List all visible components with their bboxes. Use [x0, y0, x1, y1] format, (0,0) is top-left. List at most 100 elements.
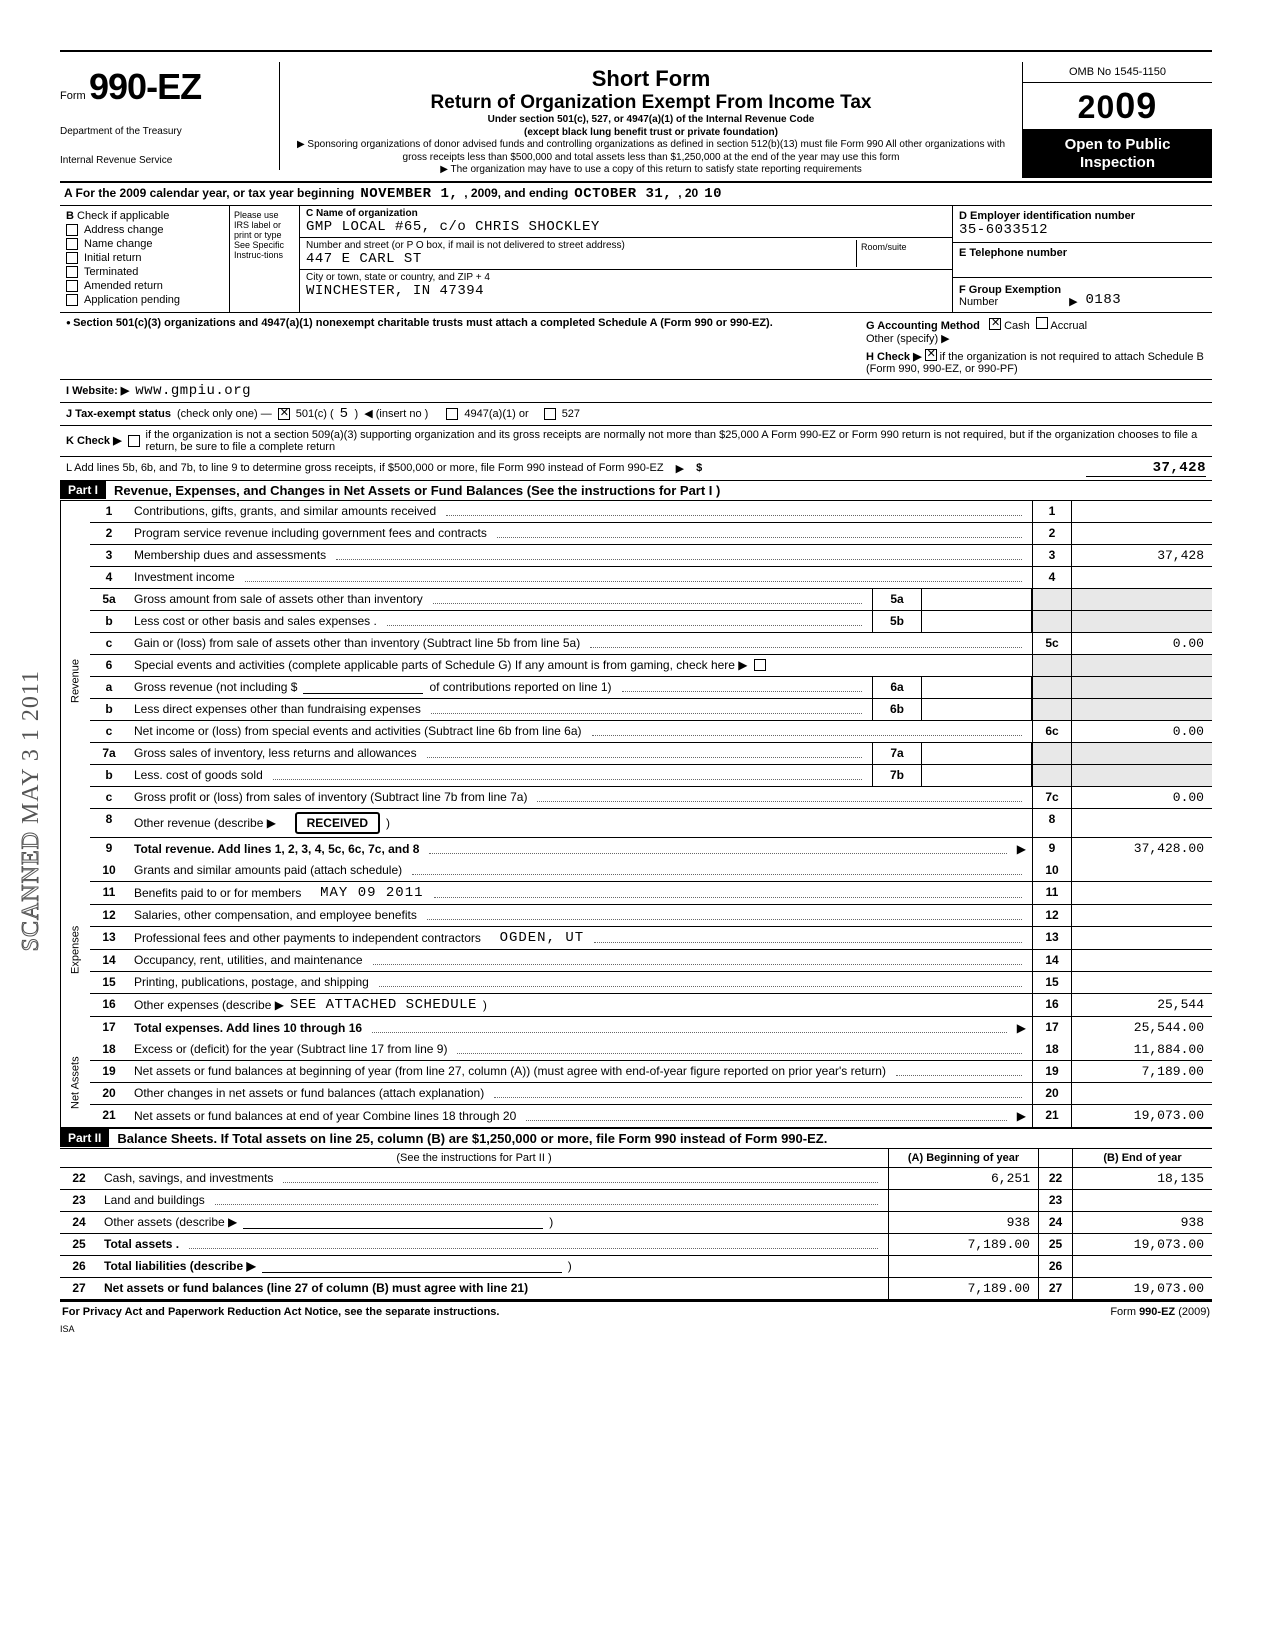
line1-amt	[1072, 501, 1212, 522]
row-i-website: I Website: ▶ www.gmpiu.org	[60, 380, 1212, 403]
open-to-public: Open to PublicInspection	[1023, 130, 1212, 178]
side-netassets: Net Assets	[60, 1039, 90, 1127]
h-label: H Check ▶	[866, 351, 922, 363]
line5c-amt: 0.00	[1072, 633, 1212, 654]
line2-amt	[1072, 523, 1212, 544]
chk-terminated[interactable]: Terminated	[66, 266, 223, 278]
subtitle-4: ▶ The organization may have to use a cop…	[288, 164, 1014, 177]
dept-treasury: Department of the Treasury	[60, 126, 273, 137]
ein: 35-6033512	[959, 222, 1206, 238]
section-bcdef: B Check if applicable Address change Nam…	[60, 206, 1212, 313]
row-l: L Add lines 5b, 6b, and 7b, to line 9 to…	[60, 457, 1212, 481]
addr-label: Number and street (or P O box, if mail i…	[306, 240, 856, 251]
subtitle-3: ▶ Sponsoring organizations of donor advi…	[288, 139, 1014, 164]
subtitle-2: (except black lung benefit trust or priv…	[288, 127, 1014, 140]
city-label: City or town, state or country, and ZIP …	[306, 272, 946, 283]
side-expenses: Expenses	[60, 860, 90, 1039]
row-k: K Check ▶ if the organization is not a s…	[60, 426, 1212, 457]
footer-isa: ISA	[60, 1324, 1212, 1334]
f-label: F Group Exemption	[959, 284, 1061, 296]
form-number: 990-EZ	[89, 66, 201, 107]
line3-amt: 37,428	[1072, 545, 1212, 566]
row-j-tax-exempt: J Tax-exempt status (check only one) — 5…	[60, 403, 1212, 426]
bs26-a	[888, 1256, 1038, 1277]
section-501c3-note: Section 501(c)(3) organizations and 4947…	[66, 317, 773, 329]
group-exemption: 0183	[1086, 292, 1122, 308]
bs-instr: (See the instructions for Part II )	[60, 1149, 888, 1167]
col-instructions: Please use IRS label or print or type Se…	[230, 206, 300, 312]
check-if-applicable: Check if applicable	[77, 210, 169, 222]
col-b-label: B	[66, 210, 74, 222]
501c-number: 5	[340, 406, 349, 422]
chk-4947[interactable]	[446, 408, 458, 420]
title-short-form: Short Form	[288, 66, 1014, 92]
l-amount: 37,428	[1086, 460, 1206, 477]
chk-address-change[interactable]: Address change	[66, 224, 223, 236]
line15-amt	[1072, 972, 1212, 993]
part1-table: Revenue 1Contributions, gifts, grants, a…	[60, 501, 1212, 1129]
ogden-stamp: OGDEN, UT	[500, 930, 585, 946]
form-prefix: Form	[60, 90, 86, 102]
chk-501c[interactable]	[278, 408, 290, 420]
line10-amt	[1072, 860, 1212, 881]
footer-left: For Privacy Act and Paperwork Reduction …	[62, 1306, 1110, 1318]
chk-application-pending[interactable]: Application pending	[66, 294, 223, 306]
d-label: D Employer identification number	[959, 210, 1206, 222]
begin-date: NOVEMBER 1,	[360, 186, 458, 202]
omb-number: OMB No 1545-1150	[1023, 62, 1212, 83]
line4-amt	[1072, 567, 1212, 588]
g-other: Other (specify) ▶	[866, 332, 1206, 345]
line13-amt	[1072, 927, 1212, 949]
bs25-b: 19,073.00	[1072, 1234, 1212, 1255]
tax-year: 2009	[1023, 83, 1212, 130]
org-name: GMP LOCAL #65, c/o CHRIS SHOCKLEY	[306, 219, 946, 235]
chk-amended[interactable]: Amended return	[66, 280, 223, 292]
line18-amt: 11,884.00	[1072, 1039, 1212, 1060]
part1-header: Part I Revenue, Expenses, and Changes in…	[60, 481, 1212, 501]
line6c-amt: 0.00	[1072, 721, 1212, 742]
c-label: C Name of organization	[306, 208, 946, 219]
chk-527[interactable]	[544, 408, 556, 420]
line7c-amt: 0.00	[1072, 787, 1212, 808]
chk-h[interactable]	[925, 349, 937, 361]
line9-amt: 37,428.00	[1072, 838, 1212, 860]
chk-name-change[interactable]: Name change	[66, 238, 223, 250]
bs24-b: 938	[1072, 1212, 1212, 1233]
line14-amt	[1072, 950, 1212, 971]
chk-cash[interactable]	[989, 318, 1001, 330]
end-year: 10	[704, 186, 722, 202]
bs24-a: 938	[888, 1212, 1038, 1233]
part2-table: (See the instructions for Part II ) (A) …	[60, 1149, 1212, 1302]
page-footer: For Privacy Act and Paperwork Reduction …	[60, 1302, 1212, 1322]
subtitle-1: Under section 501(c), 527, or 4947(a)(1)…	[288, 114, 1014, 127]
top-rule	[60, 50, 1212, 52]
scanned-stamp: SCANNED MAY 3 1 2011	[18, 670, 45, 951]
year-bold: 09	[1115, 85, 1157, 126]
chk-k[interactable]	[128, 435, 140, 447]
g-label: G Accounting Method	[866, 320, 980, 332]
line19-amt: 7,189.00	[1072, 1061, 1212, 1082]
bs22-a: 6,251	[888, 1168, 1038, 1189]
part2-header: Part II Balance Sheets. If Total assets …	[60, 1129, 1212, 1149]
bs-col-a-head: (A) Beginning of year	[888, 1149, 1038, 1167]
org-address: 447 E CARL ST	[306, 251, 856, 267]
line11-amt	[1072, 882, 1212, 904]
chk-accrual[interactable]	[1036, 317, 1048, 329]
end-month: OCTOBER 31,	[574, 186, 672, 202]
line16-desc: SEE ATTACHED SCHEDULE	[290, 997, 477, 1013]
section-gh: Section 501(c)(3) organizations and 4947…	[60, 313, 1212, 380]
room-suite-label: Room/suite	[856, 240, 946, 267]
bs26-b	[1072, 1256, 1212, 1277]
date-stamp: MAY 09 2011	[320, 885, 423, 901]
bs25-a: 7,189.00	[888, 1234, 1038, 1255]
bs27-a: 7,189.00	[888, 1278, 1038, 1299]
row-a-tax-year: A For the 2009 calendar year, or tax yea…	[60, 183, 1212, 206]
bs23-a	[888, 1190, 1038, 1211]
chk-gaming[interactable]	[754, 659, 766, 671]
f-label2: Number	[959, 296, 998, 308]
title-return: Return of Organization Exempt From Incom…	[288, 92, 1014, 114]
bs22-b: 18,135	[1072, 1168, 1212, 1189]
org-city: WINCHESTER, IN 47394	[306, 283, 946, 299]
bs-col-b-head: (B) End of year	[1072, 1149, 1212, 1167]
chk-initial-return[interactable]: Initial return	[66, 252, 223, 264]
